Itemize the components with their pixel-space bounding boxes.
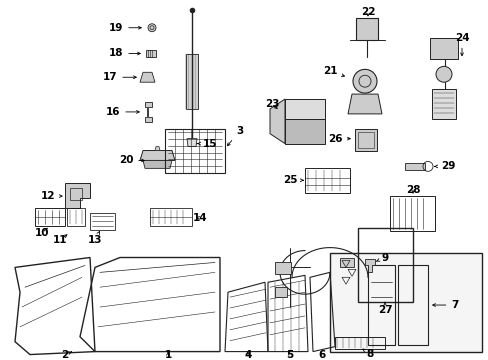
- Bar: [339, 257, 353, 267]
- Polygon shape: [140, 72, 155, 82]
- Text: 5: 5: [286, 350, 293, 360]
- Text: 17: 17: [102, 72, 136, 82]
- Bar: [357, 132, 373, 148]
- Text: 22: 22: [360, 7, 374, 17]
- Text: 3: 3: [227, 126, 243, 146]
- Text: 26: 26: [327, 134, 349, 144]
- Text: 23: 23: [264, 99, 279, 109]
- Text: 7: 7: [432, 300, 458, 310]
- Text: 27: 27: [377, 302, 391, 315]
- Bar: [357, 228, 412, 302]
- Bar: [431, 89, 455, 119]
- Polygon shape: [145, 102, 152, 122]
- Text: 6: 6: [318, 350, 325, 360]
- Text: 18: 18: [108, 49, 140, 58]
- Bar: [334, 337, 384, 348]
- Circle shape: [435, 66, 451, 82]
- Polygon shape: [285, 119, 325, 144]
- Text: 4: 4: [244, 350, 251, 360]
- Bar: [70, 188, 82, 200]
- Circle shape: [352, 69, 376, 93]
- Bar: [389, 196, 434, 231]
- Text: 19: 19: [109, 23, 141, 33]
- Text: 29: 29: [434, 161, 454, 171]
- Text: 16: 16: [105, 107, 139, 117]
- Bar: [274, 262, 290, 274]
- Polygon shape: [347, 94, 381, 114]
- Polygon shape: [404, 163, 424, 170]
- Polygon shape: [186, 139, 197, 147]
- Text: 9: 9: [375, 252, 388, 262]
- Polygon shape: [269, 99, 285, 144]
- Bar: [146, 50, 156, 58]
- Text: 11: 11: [53, 235, 67, 245]
- Text: 21: 21: [322, 66, 344, 77]
- Polygon shape: [140, 150, 175, 161]
- Bar: [185, 54, 198, 109]
- Text: 13: 13: [87, 231, 102, 245]
- Text: 20: 20: [119, 156, 144, 166]
- Text: 8: 8: [362, 348, 373, 359]
- Text: 1: 1: [164, 350, 171, 360]
- Polygon shape: [65, 183, 90, 208]
- Bar: [329, 253, 481, 352]
- Polygon shape: [364, 260, 374, 273]
- Text: 12: 12: [41, 191, 62, 201]
- Text: 10: 10: [35, 228, 49, 238]
- Bar: [354, 129, 376, 150]
- Polygon shape: [285, 99, 325, 119]
- Text: 28: 28: [405, 185, 419, 195]
- Bar: [274, 287, 286, 297]
- Text: 24: 24: [454, 33, 468, 56]
- Text: 2: 2: [61, 350, 71, 360]
- Text: 14: 14: [192, 213, 207, 223]
- Bar: [429, 38, 457, 59]
- Bar: [355, 18, 377, 40]
- Text: 25: 25: [282, 175, 303, 185]
- Circle shape: [148, 24, 156, 32]
- Text: 15: 15: [197, 139, 217, 149]
- Polygon shape: [155, 147, 160, 150]
- Polygon shape: [142, 161, 172, 168]
